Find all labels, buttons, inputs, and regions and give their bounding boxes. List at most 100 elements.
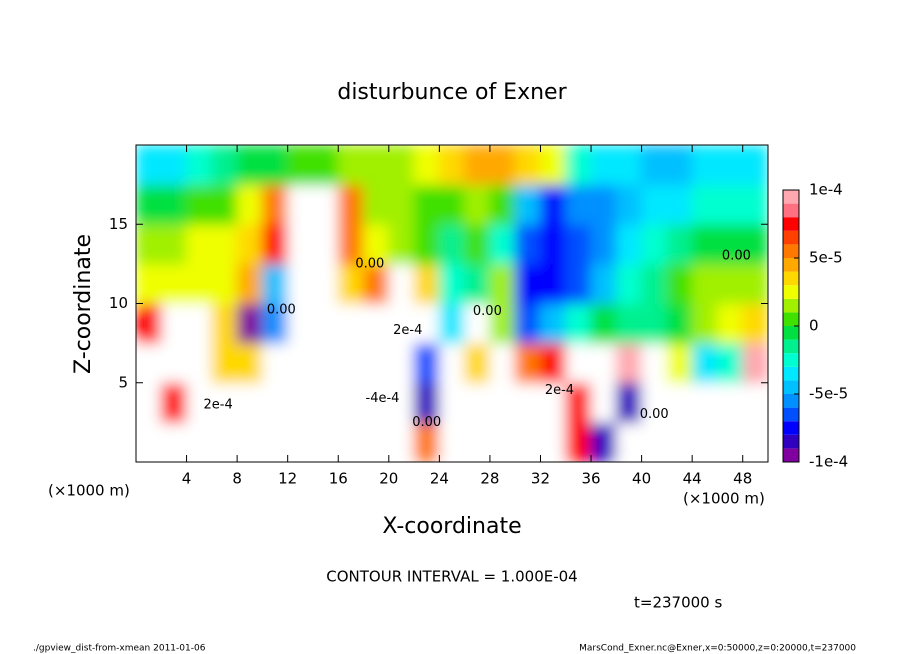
colorbar-band xyxy=(783,271,799,286)
cell xyxy=(539,184,567,225)
cell xyxy=(136,184,162,225)
cell xyxy=(742,184,768,225)
cell xyxy=(641,184,668,225)
colorbar-tick-label: 5e-5 xyxy=(809,249,843,267)
cell xyxy=(363,382,390,423)
cell xyxy=(565,184,592,225)
cell xyxy=(539,342,567,384)
cell xyxy=(312,184,339,225)
cell xyxy=(337,421,365,462)
cell xyxy=(160,145,188,186)
cell xyxy=(590,263,617,304)
x-tick-label: 4 xyxy=(182,470,192,488)
cell xyxy=(160,263,188,304)
cell xyxy=(641,263,668,304)
cell xyxy=(136,263,162,304)
cell xyxy=(312,342,339,384)
x-unit-label: (×1000 m) xyxy=(683,490,765,508)
cell xyxy=(136,382,162,423)
colorbar-band xyxy=(783,339,799,354)
cell xyxy=(742,145,768,186)
cell xyxy=(261,223,289,265)
cell xyxy=(363,145,390,186)
cell xyxy=(514,382,541,423)
cell xyxy=(691,303,718,344)
cell xyxy=(691,421,718,462)
cell xyxy=(539,145,567,186)
cell xyxy=(388,184,415,225)
colorbar-tick-label: -1e-4 xyxy=(809,453,848,471)
cell xyxy=(438,263,466,304)
cell xyxy=(287,223,314,265)
colorbar-band xyxy=(783,298,799,313)
cell xyxy=(388,223,415,265)
cell xyxy=(691,342,718,384)
cell xyxy=(489,145,516,186)
cell xyxy=(287,342,314,384)
cell xyxy=(565,382,592,423)
cell xyxy=(211,342,238,384)
cell xyxy=(413,145,440,186)
colorbar-tick-label: 1e-4 xyxy=(809,181,843,199)
cell xyxy=(312,223,339,265)
contour-label: 2e-4 xyxy=(204,397,233,412)
cell xyxy=(590,342,617,384)
cell xyxy=(666,145,693,186)
colorbar-band xyxy=(783,312,799,326)
cell xyxy=(211,303,238,344)
contour-label: -4e-4 xyxy=(366,391,400,406)
cell xyxy=(539,303,567,344)
cell xyxy=(413,184,440,225)
cell xyxy=(186,184,213,225)
cell xyxy=(716,342,744,384)
cell xyxy=(261,382,289,423)
cell xyxy=(136,303,162,344)
contour-label: 0.00 xyxy=(473,304,502,319)
cell xyxy=(716,223,744,265)
contour-label: 0.00 xyxy=(640,407,669,422)
cell xyxy=(666,263,693,304)
cell xyxy=(438,342,466,384)
cell xyxy=(160,303,188,344)
cell xyxy=(261,145,289,186)
x-tick-label: 20 xyxy=(379,470,398,488)
y-axis-label: Z-coordinate xyxy=(71,234,96,374)
cell xyxy=(565,342,592,384)
cell xyxy=(211,145,238,186)
cell xyxy=(716,303,744,344)
cell xyxy=(211,223,238,265)
x-tick-label: 32 xyxy=(531,470,550,488)
cell xyxy=(742,421,768,462)
cell xyxy=(438,223,466,265)
cell xyxy=(186,145,213,186)
cell xyxy=(691,223,718,265)
cell xyxy=(666,223,693,265)
cell xyxy=(716,145,744,186)
contour-label: 0.00 xyxy=(355,256,384,271)
cell xyxy=(261,303,289,344)
cell xyxy=(464,145,491,186)
cell xyxy=(438,421,466,462)
cell xyxy=(136,223,162,265)
cell xyxy=(438,145,466,186)
cell xyxy=(565,263,592,304)
cell xyxy=(287,421,314,462)
cell xyxy=(615,421,643,462)
cell xyxy=(236,342,263,384)
cell xyxy=(160,184,188,225)
y-tick-label: 5 xyxy=(118,373,128,391)
cell xyxy=(186,223,213,265)
cell xyxy=(641,382,668,423)
cell xyxy=(136,145,162,186)
colorbar-band xyxy=(783,258,799,272)
cell xyxy=(742,263,768,304)
cell xyxy=(489,263,516,304)
cell xyxy=(438,184,466,225)
cell xyxy=(615,223,643,265)
cell xyxy=(615,145,643,186)
cell xyxy=(388,145,415,186)
cell xyxy=(641,303,668,344)
cell xyxy=(615,382,643,423)
cell xyxy=(186,303,213,344)
